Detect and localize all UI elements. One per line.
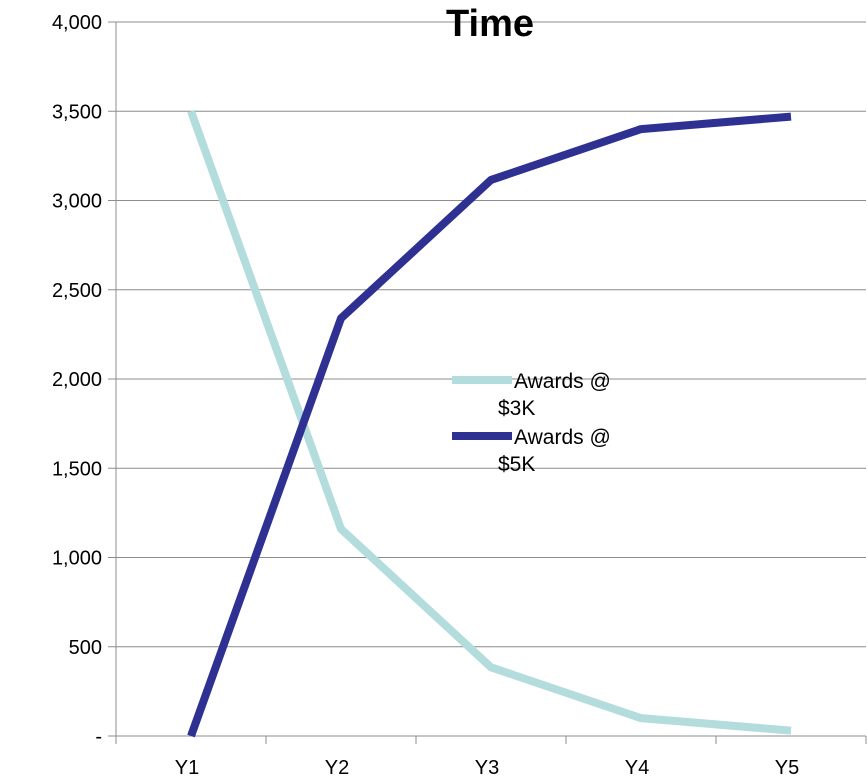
- y-tick-label: 1,500: [52, 458, 102, 480]
- y-tick-label: 1,000: [52, 548, 102, 570]
- legend-label: $3K: [498, 397, 535, 420]
- chart-title: Time: [446, 3, 534, 45]
- y-tick-label: 4,000: [52, 12, 102, 34]
- y-tick-label: 500: [69, 637, 102, 659]
- y-tick-label: 2,000: [52, 369, 102, 391]
- series-lines: [187, 109, 792, 738]
- y-tick-label: 3,000: [52, 191, 102, 213]
- x-tick-label: Y5: [775, 757, 799, 779]
- y-tick-label: -: [95, 726, 102, 748]
- x-tick-label: Y1: [175, 757, 199, 779]
- y-tick-label: 2,500: [52, 280, 102, 302]
- series-line-1: [187, 109, 792, 735]
- series-line-2: [187, 112, 792, 738]
- x-tick-label: Y3: [475, 757, 499, 779]
- x-tick-label: Y2: [325, 757, 349, 779]
- legend-label: $5K: [498, 453, 535, 476]
- legend-label: Awards @: [514, 370, 611, 393]
- legend: Awards @ $3K Awards @ $5K: [452, 370, 611, 476]
- x-tick-label: Y4: [625, 757, 649, 779]
- legend-label: Awards @: [514, 426, 611, 449]
- y-tick-label: 3,500: [52, 101, 102, 123]
- axes: - 500 1,000 1,500 2,000 2,500 3,000 3,500 4,000 Y…: [52, 12, 867, 779]
- gridlines: [116, 21, 866, 648]
